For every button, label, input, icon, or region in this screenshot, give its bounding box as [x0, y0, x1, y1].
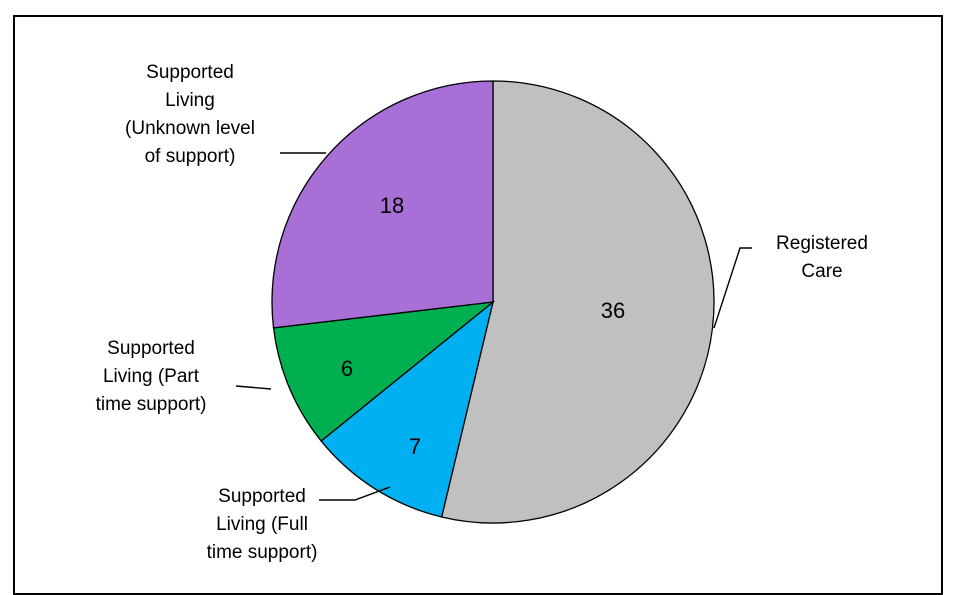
category-label-line: time support) — [96, 394, 207, 415]
category-label-supported-living-part-time-support: Supported Living (Part time support) — [96, 338, 207, 415]
category-label-line: Registered — [776, 233, 868, 254]
value-labels: 36 7 6 18 — [341, 193, 625, 459]
leader-line-registered-care — [713, 247, 752, 329]
category-label-supported-living-unknown-level-of-support: Supported Living (Unknown level of support) — [125, 62, 255, 167]
category-label-line: of support) — [145, 146, 236, 167]
category-labels: Registered Care Supported Living (Full time … — [96, 62, 868, 563]
category-label-line: Supported — [218, 486, 306, 507]
value-label-supported-living-full-time-support: 7 — [409, 434, 421, 459]
pie-slice-registered-care — [440, 80, 715, 524]
leader-lines — [235, 152, 752, 501]
value-label-supported-living-unknown-level-of-support: 18 — [380, 193, 404, 218]
pie-slice-supported-living-part-time-support — [272, 301, 496, 442]
category-label-line: Living (Full — [216, 514, 308, 535]
category-label-line: Living (Part — [103, 366, 200, 387]
pie-slice-supported-living-full-time-support — [320, 300, 495, 518]
leader-line-supported-living-part-time-support — [235, 385, 272, 390]
category-label-line: Care — [801, 261, 842, 282]
category-label-line: Living — [165, 90, 215, 111]
pie-slices — [271, 80, 715, 524]
category-label-line: (Unknown level — [125, 118, 255, 139]
value-label-registered-care: 36 — [601, 298, 625, 323]
category-label-registered-care: Registered Care — [776, 233, 868, 282]
category-label-line: Supported — [107, 338, 195, 359]
category-label-line: time support) — [207, 542, 318, 563]
category-label-supported-living-full-time-support: Supported Living (Full time support) — [207, 486, 318, 563]
value-label-supported-living-part-time-support: 6 — [341, 356, 353, 381]
category-label-line: Supported — [146, 62, 234, 83]
leader-line-supported-living-full-time-support — [319, 486, 391, 501]
pie-slice-supported-living-unknown-level-of-support — [271, 80, 494, 329]
